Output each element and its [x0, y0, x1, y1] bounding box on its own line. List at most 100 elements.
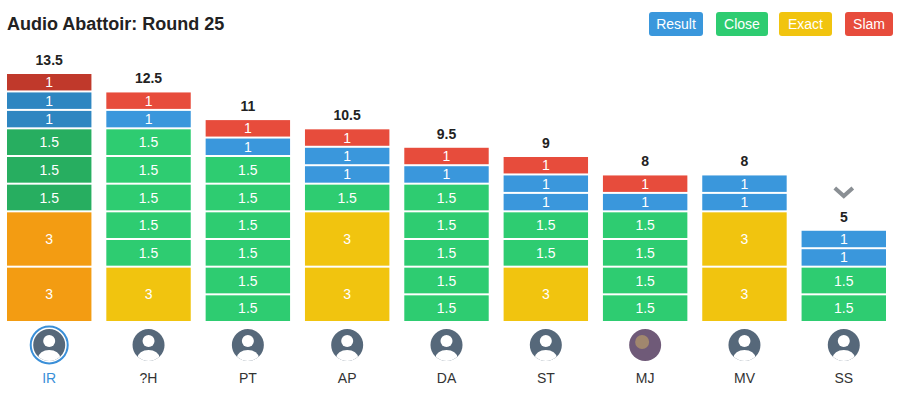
bar-segment: [404, 212, 488, 238]
avatar[interactable]: [530, 329, 562, 366]
total-label: 12.5: [135, 70, 162, 86]
avatar-head: [242, 335, 254, 347]
legend-swatch: [716, 12, 768, 36]
bar-segment: [702, 175, 786, 191]
segment-label: 1: [741, 194, 749, 210]
segment-label: 1: [741, 176, 749, 192]
bar-segment: [7, 129, 91, 155]
segment-label: 1: [641, 194, 649, 210]
segment-label: 1: [542, 157, 550, 173]
tick-label: PT: [239, 370, 257, 386]
segment-label: 1: [542, 194, 550, 210]
segment-label: 1: [145, 111, 153, 127]
tick-label: ?H: [140, 370, 158, 386]
bar-segment: [206, 295, 290, 321]
segment-label: 1.5: [437, 245, 457, 261]
segment-label: 1: [45, 93, 53, 109]
avatar-head: [341, 335, 353, 347]
bar-segment: [603, 212, 687, 238]
bar-segment: [404, 268, 488, 294]
total-label: 8: [741, 153, 749, 169]
bars: [7, 74, 886, 321]
avatar[interactable]: [31, 327, 68, 367]
bar-segment: [106, 185, 190, 211]
bar-segment: [305, 166, 389, 182]
segment-label: 1: [45, 111, 53, 127]
tick-label: AP: [338, 370, 357, 386]
segment-label: 1: [145, 93, 153, 109]
segment-label: 1: [840, 249, 848, 265]
bar-segment: [504, 212, 588, 238]
segment-label: 1.5: [536, 245, 556, 261]
bar-segment: [603, 175, 687, 191]
segment-label: 1: [443, 148, 451, 164]
segment-label: 3: [741, 231, 749, 247]
avatar-head: [838, 335, 850, 347]
bar-segment: [206, 185, 290, 211]
total-label: 5: [840, 209, 848, 225]
bar-segment: [106, 129, 190, 155]
bar-segment: [404, 240, 488, 266]
bar-segment: [106, 157, 190, 183]
avatar[interactable]: [431, 329, 463, 366]
bar-segment: [305, 185, 389, 211]
avatar[interactable]: [629, 329, 661, 361]
segment-label: 1.5: [139, 134, 159, 150]
bar-segment: [702, 194, 786, 210]
bar-segment: [106, 268, 190, 321]
avatar-body: [38, 350, 60, 366]
legend-label: Close: [724, 16, 760, 32]
bar-segment: [305, 129, 389, 145]
bar-segment: [504, 175, 588, 191]
avatar-body: [535, 350, 557, 366]
segment-label: 1.5: [39, 162, 59, 178]
bar-segment: [7, 111, 91, 127]
avatar[interactable]: [232, 329, 264, 366]
segment-label: 3: [343, 286, 351, 302]
tick: ?H: [140, 370, 158, 386]
segment-label: 3: [343, 231, 351, 247]
bar-segment: [7, 74, 91, 90]
segment-label: 1: [244, 139, 252, 155]
chevron[interactable]: [835, 188, 853, 196]
segment-label: 1: [343, 130, 351, 146]
chart: Audio Abattoir: Round 25ResultCloseExact…: [0, 0, 910, 396]
avatar-head: [143, 335, 155, 347]
tick: IR: [42, 370, 56, 386]
segment-label: 1: [840, 231, 848, 247]
bar-segment: [603, 194, 687, 210]
bar-segment: [504, 268, 588, 321]
avatar-body: [138, 350, 160, 366]
segment-label: 1.5: [635, 217, 655, 233]
bar-segment: [504, 240, 588, 266]
segment-label: 1.5: [238, 190, 258, 206]
segment-label: 3: [45, 286, 53, 302]
segment-label: 1.5: [834, 273, 854, 289]
segment-label: 1: [343, 148, 351, 164]
avatar[interactable]: [331, 329, 363, 366]
legend-item: Slam: [845, 12, 893, 36]
data-labels: 331.51.51.511131.51.51.51.51.5111.51.51.…: [39, 74, 853, 316]
avatar-head: [540, 335, 552, 347]
legend-label: Result: [656, 16, 696, 32]
avatar[interactable]: [828, 329, 860, 366]
tick-label: DA: [437, 370, 457, 386]
avatar[interactable]: [133, 329, 165, 366]
tick-label: MJ: [636, 370, 655, 386]
bar-segment: [7, 212, 91, 265]
x-axis: IR?HPTAPDASTMJMVSS: [8, 370, 887, 386]
segment-label: 1.5: [635, 300, 655, 316]
tick: ST: [537, 370, 555, 386]
tick-label: ST: [537, 370, 555, 386]
legend-swatch: [779, 12, 832, 36]
legend: Result Close Exact Slam: [649, 12, 893, 36]
legend-item: Exact: [779, 12, 832, 36]
avatar[interactable]: [728, 329, 760, 366]
tick: MJ: [636, 370, 655, 386]
avatar-body: [436, 350, 458, 366]
avatar-circle: [629, 329, 661, 361]
bar-segment: [106, 111, 190, 127]
avatar-body: [237, 350, 259, 366]
tick-label: MV: [734, 370, 756, 386]
segment-label: 1.5: [437, 217, 457, 233]
